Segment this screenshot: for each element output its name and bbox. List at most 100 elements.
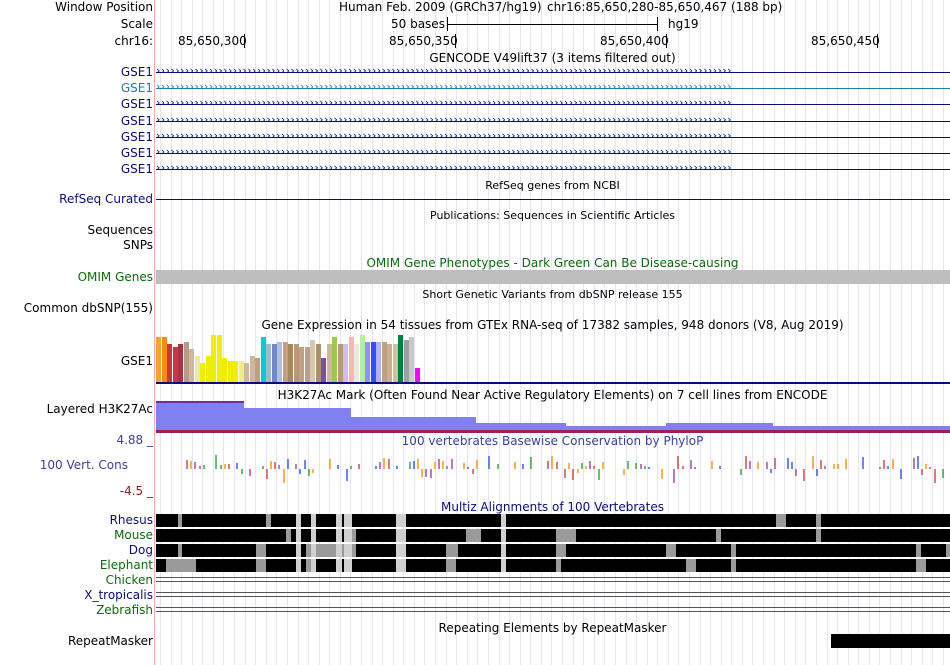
gtex-tissue-bar[interactable] [288, 344, 294, 382]
gtex-tissue-bar[interactable] [249, 356, 255, 382]
gtex-tissue-bar[interactable] [381, 342, 387, 382]
gtex-tissue-bar[interactable] [359, 335, 365, 382]
gtex-tissue-bar[interactable] [315, 344, 321, 382]
gtex-tissue-bar[interactable] [365, 342, 371, 382]
multiz-species-chicken[interactable]: Chicken [105, 573, 153, 587]
gtex-tissue-bar[interactable] [332, 337, 338, 382]
gencode-transcript-line[interactable] [156, 88, 950, 90]
repeatmasker-element[interactable] [831, 634, 950, 648]
refseq-gene-line[interactable] [156, 199, 950, 200]
gtex-tissue-bar[interactable] [183, 342, 189, 382]
repeatmasker-label[interactable]: RepeatMasker [67, 634, 153, 648]
phylop-track-title[interactable]: 100 vertebrates Basewise Conservation by… [401, 434, 704, 448]
gtex-expression-chart[interactable] [156, 333, 536, 382]
gtex-tissue-bar[interactable] [370, 342, 376, 382]
gtex-tissue-bar[interactable] [172, 347, 178, 382]
gtex-tissue-bar[interactable] [205, 356, 211, 382]
h3k27ac-signal-segment [244, 408, 351, 431]
multiz-species-dog[interactable]: Dog [128, 543, 153, 557]
omim-label[interactable]: OMIM Genes [77, 270, 153, 284]
gencode-transcript-line[interactable] [156, 72, 950, 73]
gtex-tissue-bar[interactable] [233, 361, 239, 382]
gtex-tissue-bar[interactable] [299, 347, 305, 382]
gencode-transcript-label[interactable]: GSE1 [120, 65, 153, 79]
gtex-tissue-bar[interactable] [200, 363, 206, 382]
refseq-label[interactable]: RefSeq Curated [59, 192, 153, 206]
gtex-tissue-bar[interactable] [167, 344, 173, 382]
gtex-tissue-bar[interactable] [398, 335, 404, 382]
gencode-transcript-label[interactable]: GSE1 [120, 146, 153, 160]
gtex-tissue-bar[interactable] [409, 337, 415, 382]
gencode-transcript-line[interactable] [156, 153, 950, 154]
gtex-tissue-bar[interactable] [293, 344, 299, 382]
publications-track-title[interactable]: Publications: Sequences in Scientific Ar… [430, 209, 675, 222]
gencode-track-title[interactable]: GENCODE V49lift37 (3 items filtered out) [429, 51, 676, 65]
gencode-transcript-label[interactable]: GSE1 [120, 81, 153, 96]
gtex-tissue-bar[interactable] [222, 358, 228, 382]
gencode-transcript-line[interactable] [156, 120, 950, 122]
window-position-label[interactable]: Window Position [55, 0, 153, 14]
gtex-tissue-bar[interactable] [216, 335, 222, 382]
gtex-tissue-bar[interactable] [343, 344, 349, 382]
gtex-tissue-bar[interactable] [414, 368, 420, 382]
gtex-tissue-bar[interactable] [392, 344, 398, 382]
multiz-species-mouse[interactable]: Mouse [114, 528, 153, 542]
gtex-tissue-bar[interactable] [326, 344, 332, 382]
gtex-gene-label[interactable]: GSE1 [120, 354, 153, 368]
publications-snps-label[interactable]: SNPs [123, 238, 153, 252]
publications-sequences-label[interactable]: Sequences [87, 223, 153, 237]
gtex-tissue-bar[interactable] [337, 344, 343, 382]
gtex-tissue-bar[interactable] [255, 358, 261, 382]
h3k27ac-signal[interactable] [156, 401, 950, 433]
chromosome-label[interactable]: chr16: [114, 34, 153, 48]
gencode-transcript-line[interactable] [156, 136, 950, 138]
h3k27ac-label[interactable]: Layered H3K27Ac [46, 402, 153, 416]
gtex-tissue-bar[interactable] [260, 337, 266, 382]
gtex-tissue-bar[interactable] [271, 344, 277, 382]
phylop-conservation-plot[interactable] [156, 449, 950, 489]
gtex-tissue-bar[interactable] [227, 361, 233, 382]
omim-phenotype-bar[interactable] [156, 270, 950, 284]
multiz-track-title[interactable]: Multiz Alignments of 100 Vertebrates [440, 500, 665, 514]
gencode-transcript-line[interactable] [156, 169, 950, 171]
gtex-tissue-bar[interactable] [387, 344, 393, 382]
h3k27ac-track-title[interactable]: H3K27Ac Mark (Often Found Near Active Re… [277, 388, 828, 402]
repeatmasker-track-title[interactable]: Repeating Elements by RepeatMasker [438, 621, 667, 635]
gtex-tissue-bar[interactable] [211, 335, 217, 382]
omim-track-title[interactable]: OMIM Gene Phenotypes - Dark Green Can Be… [366, 256, 739, 270]
dbsnp-label[interactable]: Common dbSNP(155) [23, 301, 153, 315]
refseq-track-title[interactable]: RefSeq genes from NCBI [485, 179, 620, 192]
gencode-transcript-line[interactable] [156, 104, 950, 106]
gtex-track-title[interactable]: Gene Expression in 54 tissues from GTEx … [261, 318, 844, 332]
gtex-tissue-bar[interactable] [403, 340, 409, 382]
gencode-transcript-label[interactable]: GSE1 [120, 162, 153, 177]
gtex-tissue-bar[interactable] [282, 342, 288, 382]
gtex-tissue-bar[interactable] [178, 344, 184, 382]
dbsnp-track-title[interactable]: Short Genetic Variants from dbSNP releas… [422, 288, 683, 301]
phylop-base-score [837, 464, 839, 469]
scale-label[interactable]: Scale [120, 17, 153, 31]
gtex-tissue-bar[interactable] [310, 340, 316, 382]
multiz-species-zebrafish[interactable]: Zebrafish [96, 603, 153, 617]
multiz-aligned-block [786, 514, 816, 527]
multiz-species-elephant[interactable]: Elephant [99, 558, 153, 572]
gtex-tissue-bar[interactable] [304, 347, 310, 382]
gtex-tissue-bar[interactable] [238, 361, 244, 382]
gencode-transcript-label[interactable]: GSE1 [120, 113, 153, 128]
gtex-tissue-bar[interactable] [189, 349, 195, 382]
multiz-species-xtropicalis[interactable]: X_tropicalis [84, 588, 153, 602]
gtex-tissue-bar[interactable] [321, 358, 327, 382]
gtex-tissue-bar[interactable] [156, 337, 162, 382]
gtex-tissue-bar[interactable] [348, 337, 354, 382]
gtex-tissue-bar[interactable] [354, 344, 360, 382]
gtex-tissue-bar[interactable] [161, 337, 167, 382]
gtex-tissue-bar[interactable] [376, 342, 382, 382]
gencode-transcript-label[interactable]: GSE1 [120, 97, 153, 112]
gtex-tissue-bar[interactable] [277, 342, 283, 382]
multiz-species-rhesus[interactable]: Rhesus [109, 513, 153, 527]
phylop-label[interactable]: 100 Vert. Cons [39, 458, 128, 472]
gtex-tissue-bar[interactable] [194, 356, 200, 382]
gtex-tissue-bar[interactable] [266, 344, 272, 382]
gtex-tissue-bar[interactable] [244, 363, 250, 382]
gencode-transcript-label[interactable]: GSE1 [120, 129, 153, 144]
